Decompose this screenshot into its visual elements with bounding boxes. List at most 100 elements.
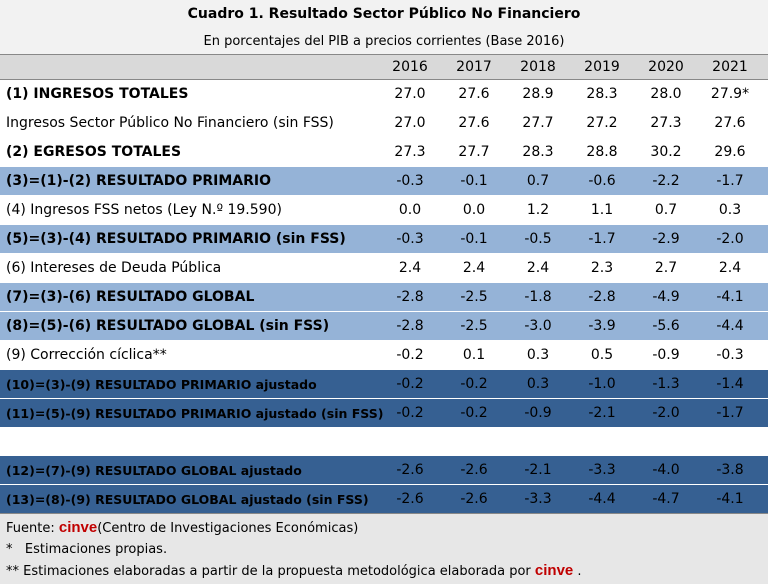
- cell-value: 27.2: [586, 115, 618, 131]
- cell-value: 0.0: [462, 202, 486, 218]
- cell-value: -1.7: [716, 405, 744, 421]
- column-header: 2017: [456, 59, 492, 75]
- cell-value: -0.2: [396, 376, 424, 392]
- table-row: (13)=(8)-(9) RESULTADO GLOBAL ajustado (…: [0, 485, 768, 514]
- column-header: 2016: [392, 59, 428, 75]
- row-label: (8)=(5)-(6) RESULTADO GLOBAL (sin FSS): [6, 318, 330, 334]
- row-label: (5)=(3)-(4) RESULTADO PRIMARIO (sin FSS): [6, 231, 346, 247]
- row-label: (2) EGRESOS TOTALES: [6, 144, 182, 160]
- cell-value: -0.9: [652, 347, 680, 363]
- cell-value: 27.6: [714, 115, 746, 131]
- cell-value: 0.3: [526, 376, 550, 392]
- cell-value: -1.8: [524, 289, 552, 305]
- cell-value: 27.7: [522, 115, 554, 131]
- cell-value: -3.0: [524, 318, 552, 334]
- cell-value: -2.6: [460, 491, 488, 507]
- header-row: 2016 2017 2018 2019 2020 2021: [0, 55, 768, 80]
- cell-value: 2.4: [718, 260, 742, 276]
- cell-value: 27.0: [394, 115, 426, 131]
- cell-value: -0.3: [396, 173, 424, 189]
- row-label: Ingresos Sector Público No Financiero (s…: [6, 115, 334, 131]
- cell-value: -2.1: [588, 405, 616, 421]
- row-label: (6) Intereses de Deuda Pública: [6, 260, 222, 276]
- cell-value: -0.2: [396, 405, 424, 421]
- cell-value: -4.4: [588, 491, 616, 507]
- table-row: (4) Ingresos FSS netos (Ley N.º 19.590) 0…: [0, 196, 768, 225]
- cell-value: -0.9: [524, 405, 552, 421]
- cell-value: 0.5: [590, 347, 614, 363]
- cell-value: -0.2: [396, 347, 424, 363]
- note-end: .: [577, 564, 582, 579]
- cell-value: -4.7: [652, 491, 680, 507]
- table-row: (8)=(5)-(6) RESULTADO GLOBAL (sin FSS) -2…: [0, 312, 768, 341]
- cell-value: 28.8: [586, 144, 618, 160]
- cell-value: -2.8: [396, 318, 424, 334]
- cell-value: 0.3: [718, 202, 742, 218]
- cell-value: -4.0: [652, 462, 680, 478]
- cell-value: -1.7: [588, 231, 616, 247]
- source-prefix: Fuente:: [6, 521, 55, 536]
- title-block: Cuadro 1. Resultado Sector Público No Fi…: [0, 0, 768, 55]
- table-row: (6) Intereses de Deuda Pública 2.4 2.4 2.4 2…: [0, 254, 768, 283]
- cell-value: 0.7: [654, 202, 678, 218]
- cell-value: -2.6: [396, 462, 424, 478]
- cell-value: -1.7: [716, 173, 744, 189]
- cell-value: -3.9: [588, 318, 616, 334]
- cell-value: -0.2: [460, 376, 488, 392]
- row-label: (13)=(8)-(9) RESULTADO GLOBAL ajustado (…: [6, 491, 369, 507]
- cell-value: -2.8: [396, 289, 424, 305]
- cell-value: 0.3: [526, 347, 550, 363]
- table-row: (11)=(5)-(9) RESULTADO PRIMARIO ajustado…: [0, 399, 768, 428]
- cell-value: -0.2: [460, 405, 488, 421]
- cell-value: 27.9*: [710, 86, 750, 102]
- table-row: (2) EGRESOS TOTALES 27.3 27.7 28.3 28.8 30.2 2…: [0, 138, 768, 167]
- row-label: (10)=(3)-(9) RESULTADO PRIMARIO ajustado: [6, 376, 317, 392]
- cell-value: 27.7: [458, 144, 490, 160]
- cell-value: -0.1: [460, 173, 488, 189]
- cell-value: -4.1: [716, 491, 744, 507]
- cell-value: 0.7: [526, 173, 550, 189]
- note-text: ** Estimaciones elaboradas a partir de l…: [6, 564, 531, 579]
- cell-value: 27.3: [650, 115, 682, 131]
- table-row: (1) INGRESOS TOTALES 27.0 27.6 28.9 28.3 28.0…: [0, 80, 768, 109]
- cell-value: -4.4: [716, 318, 744, 334]
- cell-value: 2.4: [462, 260, 486, 276]
- cell-value: 28.9: [522, 86, 554, 102]
- row-label: (12)=(7)-(9) RESULTADO GLOBAL ajustado: [6, 462, 302, 478]
- cell-value: 28.3: [522, 144, 554, 160]
- cell-value: 2.7: [654, 260, 678, 276]
- brand: cinve: [534, 562, 574, 579]
- table-row: (9) Corrección cíclica** -0.2 0.1 0.3 0.5 -0.…: [0, 341, 768, 370]
- cell-value: -2.5: [460, 318, 488, 334]
- cell-value: -2.1: [524, 462, 552, 478]
- cell-value: 28.0: [650, 86, 682, 102]
- footer: Fuente: cinve(Centro de Investigaciones …: [0, 513, 768, 584]
- source: Fuente: cinve(Centro de Investigaciones …: [6, 517, 762, 539]
- cell-value: 2.4: [526, 260, 550, 276]
- note: * Estimaciones propias.: [6, 542, 168, 557]
- brand: cinve: [58, 519, 98, 536]
- row-label: (9) Corrección cíclica**: [6, 347, 167, 363]
- column-header: 2020: [648, 59, 684, 75]
- cell-value: -0.5: [524, 231, 552, 247]
- cell-value: 30.2: [650, 144, 682, 160]
- row-label: (3)=(1)-(2) RESULTADO PRIMARIO: [6, 173, 272, 189]
- cell-value: -0.1: [460, 231, 488, 247]
- subtitle: En porcentajes del PIB a precios corrien…: [203, 34, 565, 49]
- source-text: (Centro de Investigaciones Económicas): [97, 521, 359, 536]
- table-row: (3)=(1)-(2) RESULTADO PRIMARIO -0.3 -0.1 0.…: [0, 167, 768, 196]
- cell-value: 27.0: [394, 86, 426, 102]
- cell-value: -3.3: [588, 462, 616, 478]
- cell-value: -5.6: [652, 318, 680, 334]
- cell-value: 1.2: [526, 202, 550, 218]
- cell-value: -4.9: [652, 289, 680, 305]
- cell-value: -3.3: [524, 491, 552, 507]
- cell-value: -2.2: [652, 173, 680, 189]
- cell-value: 27.6: [458, 115, 490, 131]
- cell-value: 1.1: [590, 202, 614, 218]
- cell-value: 27.6: [458, 86, 490, 102]
- table-row: (7)=(3)-(6) RESULTADO GLOBAL -2.8 -2.5 -1.8…: [0, 283, 768, 312]
- cell-value: -2.5: [460, 289, 488, 305]
- cell-value: -0.6: [588, 173, 616, 189]
- cell-value: 0.1: [462, 347, 486, 363]
